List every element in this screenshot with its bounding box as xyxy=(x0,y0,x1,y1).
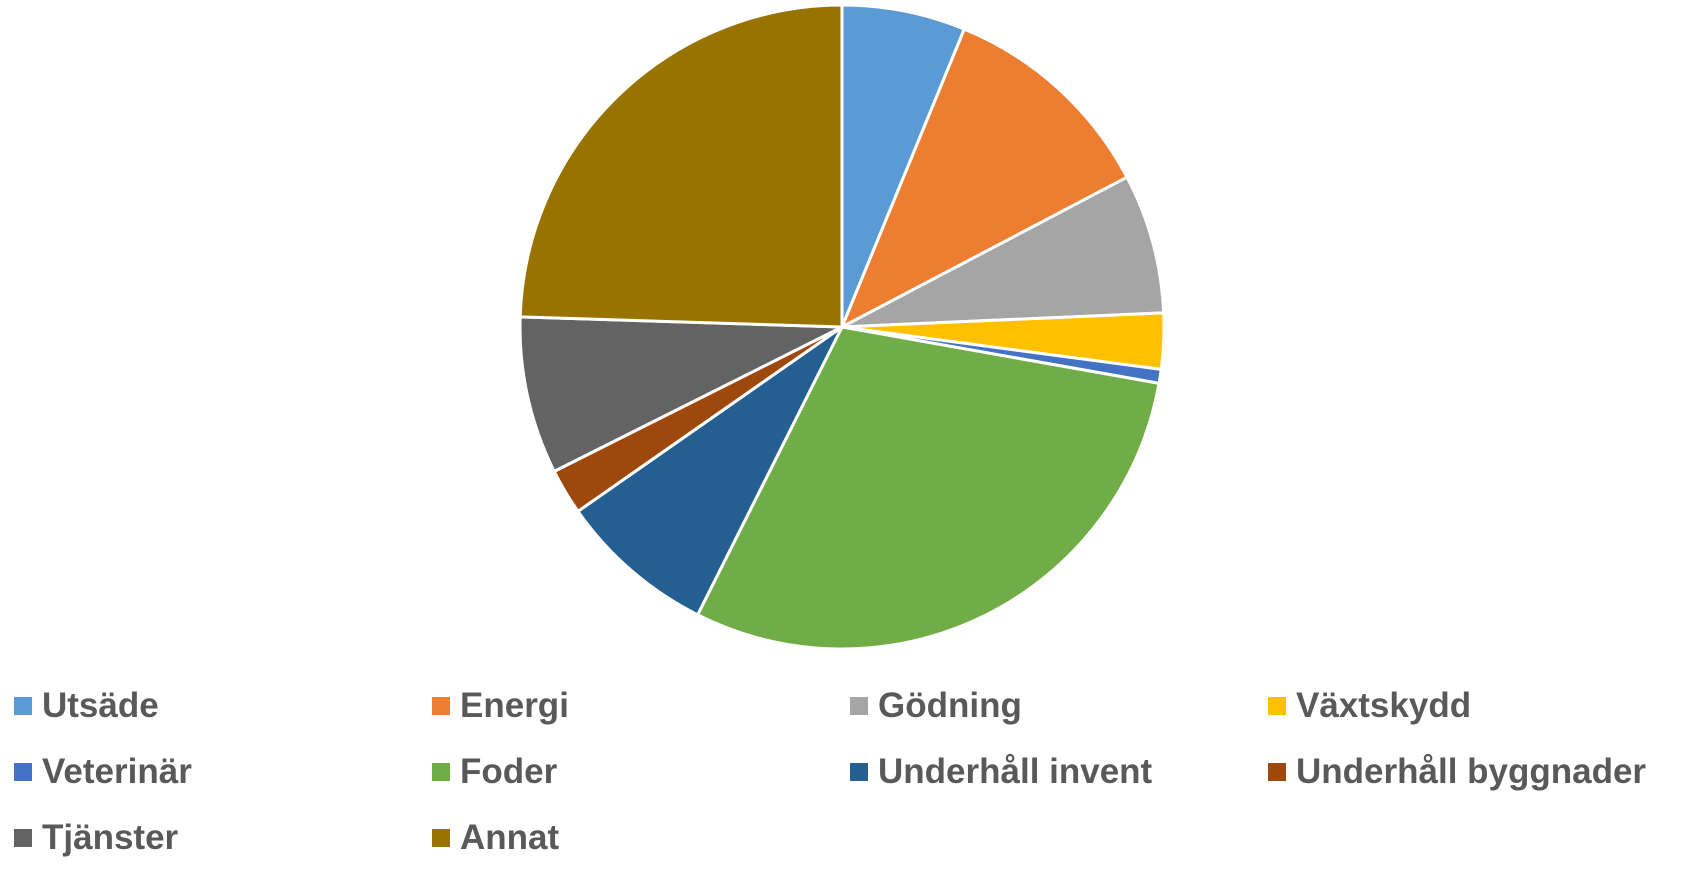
legend-label: Veterinär xyxy=(42,752,192,791)
legend-item: Tjänster xyxy=(14,816,432,860)
legend-swatch xyxy=(432,829,450,847)
pie-slice-annat xyxy=(518,3,844,329)
legend-label: Energi xyxy=(460,686,569,725)
legend-swatch xyxy=(432,697,450,715)
legend-swatch xyxy=(850,697,868,715)
legend-item: Underhåll byggnader xyxy=(1268,750,1674,794)
legend-swatch xyxy=(850,763,868,781)
legend-label: Underhåll invent xyxy=(878,752,1153,791)
pie-slice-foder xyxy=(696,325,1161,651)
legend-swatch xyxy=(14,697,32,715)
pie-slice-gödning xyxy=(840,175,1166,329)
legend-label: Tjänster xyxy=(42,818,179,857)
pie-slice-utsäde xyxy=(840,3,966,329)
legend-item: Annat xyxy=(432,816,850,860)
pie-slice-tjänster xyxy=(518,315,844,473)
legend-swatch xyxy=(1268,697,1286,715)
legend-label: Foder xyxy=(460,752,558,791)
legend-swatch xyxy=(432,763,450,781)
legend-item: Foder xyxy=(432,750,850,794)
legend-label: Gödning xyxy=(878,686,1022,725)
legend-label: Växtskydd xyxy=(1296,686,1472,725)
legend-swatch xyxy=(14,763,32,781)
pie-slices xyxy=(518,3,1166,651)
legend-item: Växtskydd xyxy=(1268,684,1674,728)
legend-label: Underhåll byggnader xyxy=(1296,752,1647,791)
legend-swatch xyxy=(1268,763,1286,781)
legend-label: Utsäde xyxy=(42,686,159,725)
pie-slice-underhåll-invent xyxy=(576,325,844,617)
chart-legend: Utsäde Energi Gödning Växtskydd Veterinär Fod… xyxy=(14,684,1674,882)
legend-item: Underhåll invent xyxy=(850,750,1268,794)
pie-slice-energi xyxy=(840,27,1129,329)
legend-item: Energi xyxy=(432,684,850,728)
legend-swatch xyxy=(14,829,32,847)
legend-item: Utsäde xyxy=(14,684,432,728)
legend-label: Annat xyxy=(460,818,560,857)
legend-item: Gödning xyxy=(850,684,1268,728)
legend-item: Veterinär xyxy=(14,750,432,794)
pie-chart xyxy=(518,3,1166,651)
